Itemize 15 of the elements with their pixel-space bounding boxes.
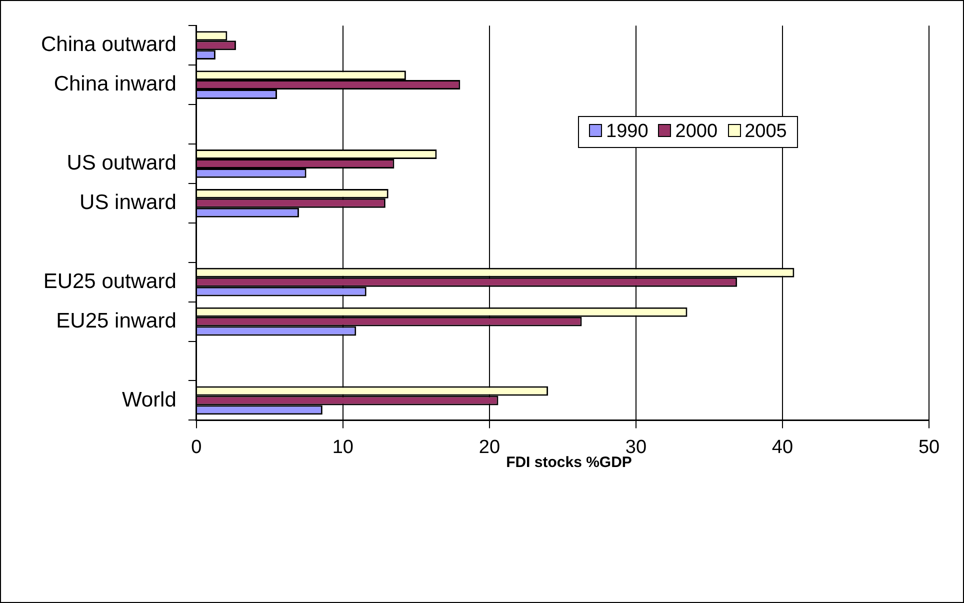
y-tick-label: EU25 outward xyxy=(43,270,176,293)
legend-label: 2005 xyxy=(744,121,787,143)
legend-label: 1990 xyxy=(605,121,648,143)
y-tick-label: EU25 inward xyxy=(56,309,176,332)
x-tick-label: 10 xyxy=(332,436,354,458)
y-tick-label: US inward xyxy=(80,190,176,214)
y-tick-label: China inward xyxy=(54,72,176,96)
y-tick-label: US outward xyxy=(66,152,176,175)
x-tick-label: 50 xyxy=(918,436,940,458)
y-tick-label: China outward xyxy=(40,33,176,56)
x-tick-label: 0 xyxy=(191,436,202,458)
x-tick-label: 40 xyxy=(772,436,794,458)
y-tick-label: World xyxy=(122,388,176,412)
x-tick-label: 20 xyxy=(478,436,500,458)
legend-label: 2000 xyxy=(674,121,718,143)
